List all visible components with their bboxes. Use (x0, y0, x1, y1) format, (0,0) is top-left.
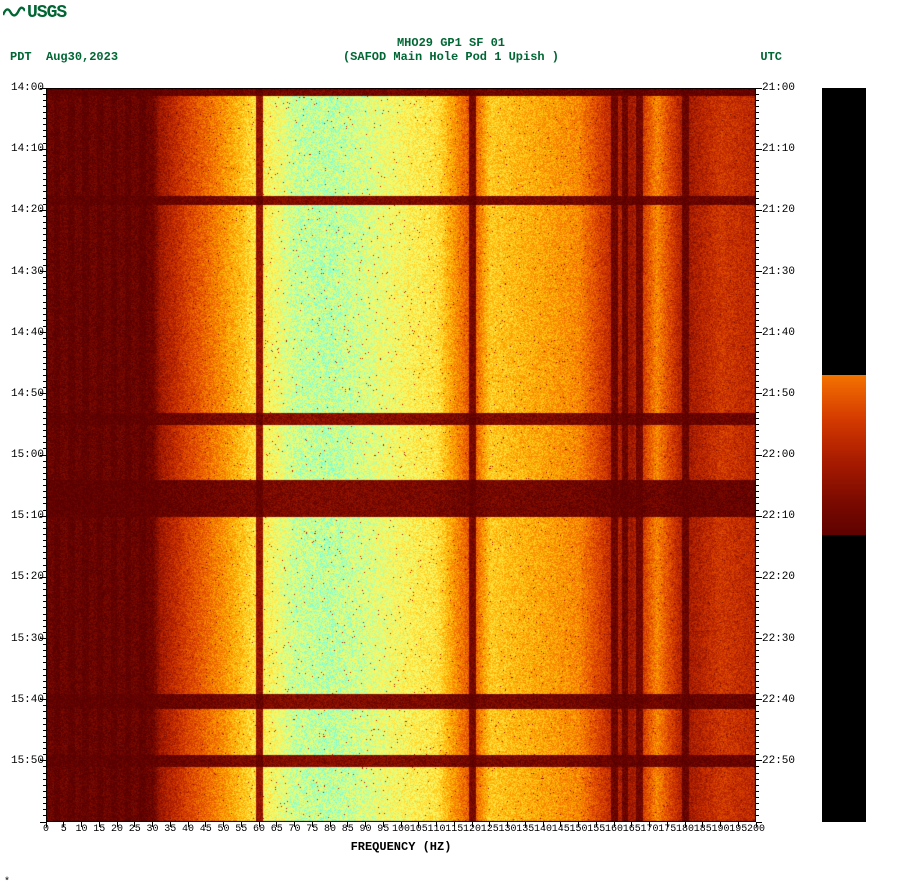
date-label: Aug30,2023 (46, 50, 118, 64)
y-left-tick-label: 15:40 (0, 694, 44, 706)
x-tick-label: 15 (93, 824, 105, 835)
x-tick-label: 100 (392, 824, 410, 835)
x-tick-label: 105 (410, 824, 428, 835)
x-tick-label: 5 (61, 824, 67, 835)
y-left-tick-label: 14:30 (0, 266, 44, 278)
y-right-tick-label: 22:40 (762, 694, 806, 706)
logo-text: USGS (27, 3, 66, 23)
tz-left-label: PDT (10, 50, 32, 64)
x-tick-label: 75 (306, 824, 318, 835)
x-tick-label: 120 (463, 824, 481, 835)
y-left-tick-label: 14:20 (0, 204, 44, 216)
x-tick-label: 150 (569, 824, 587, 835)
x-tick-label: 65 (271, 824, 283, 835)
x-tick-label: 180 (676, 824, 694, 835)
y-left-tick-label: 14:50 (0, 388, 44, 400)
y-right-tick-label: 22:20 (762, 571, 806, 583)
x-tick-label: 85 (342, 824, 354, 835)
y-right-tick-label: 21:40 (762, 327, 806, 339)
y-right-tick-label: 22:10 (762, 510, 806, 522)
y-axis-right: 21:0021:1021:2021:3021:4021:5022:0022:10… (762, 88, 806, 822)
x-tick-label: 40 (182, 824, 194, 835)
colorbar (822, 88, 866, 822)
y-right-tick-label: 21:20 (762, 204, 806, 216)
x-tick-label: 55 (235, 824, 247, 835)
x-tick-label: 95 (377, 824, 389, 835)
x-tick-label: 155 (587, 824, 605, 835)
y-right-tick-label: 21:50 (762, 388, 806, 400)
x-tick-label: 110 (427, 824, 445, 835)
x-tick-label: 70 (288, 824, 300, 835)
x-tick-label: 175 (658, 824, 676, 835)
x-tick-label: 160 (605, 824, 623, 835)
y-left-tick-label: 14:00 (0, 82, 44, 94)
left-timezone-block: PDT Aug30,2023 (10, 50, 118, 64)
x-tick-label: 125 (481, 824, 499, 835)
right-timezone-block: UTC (760, 50, 782, 64)
y-right-tick-label: 21:10 (762, 143, 806, 155)
x-tick-label: 45 (200, 824, 212, 835)
x-tick-label: 10 (75, 824, 87, 835)
x-tick-label: 35 (164, 824, 176, 835)
footer-asterisk: * (4, 877, 10, 888)
x-tick-label: 50 (217, 824, 229, 835)
y-left-tick-label: 15:50 (0, 755, 44, 767)
x-tick-label: 185 (694, 824, 712, 835)
x-tick-label: 130 (498, 824, 516, 835)
usgs-logo: USGS (3, 3, 66, 23)
x-tick-label: 140 (534, 824, 552, 835)
x-tick-label: 30 (146, 824, 158, 835)
x-tick-label: 80 (324, 824, 336, 835)
x-tick-label: 115 (445, 824, 463, 835)
x-tick-label: 200 (747, 824, 765, 835)
y-left-tick-label: 15:00 (0, 449, 44, 461)
y-left-tick-label: 15:20 (0, 571, 44, 583)
y-right-tick-label: 22:50 (762, 755, 806, 767)
x-axis-title: FREQUENCY (HZ) (46, 840, 756, 854)
x-tick-label: 165 (623, 824, 641, 835)
y-left-tick-label: 15:10 (0, 510, 44, 522)
y-left-tick-label: 14:40 (0, 327, 44, 339)
x-tick-label: 135 (516, 824, 534, 835)
x-tick-label: 90 (359, 824, 371, 835)
x-tick-label: 190 (711, 824, 729, 835)
spectrogram-canvas (46, 88, 756, 822)
x-tick-label: 60 (253, 824, 265, 835)
y-right-tick-label: 22:30 (762, 633, 806, 645)
x-tick-label: 25 (129, 824, 141, 835)
y-left-tick-label: 15:30 (0, 633, 44, 645)
x-tick-label: 145 (552, 824, 570, 835)
colorbar-gradient (822, 375, 866, 535)
spectrogram-plot (46, 88, 756, 822)
x-tick-label: 170 (640, 824, 658, 835)
x-axis: 0510152025303540455055606570758085909510… (46, 824, 756, 838)
x-tick-label: 0 (43, 824, 49, 835)
x-tick-label: 20 (111, 824, 123, 835)
x-tick-label: 195 (729, 824, 747, 835)
y-right-tick-label: 21:00 (762, 82, 806, 94)
y-left-tick-label: 14:10 (0, 143, 44, 155)
y-right-tick-label: 22:00 (762, 449, 806, 461)
tz-right-label: UTC (760, 50, 782, 64)
usgs-wave-icon (3, 5, 25, 19)
title-line1: MHO29 GP1 SF 01 (0, 36, 902, 50)
y-right-tick-label: 21:30 (762, 266, 806, 278)
y-axis-left: 14:0014:1014:2014:3014:4014:5015:0015:10… (0, 88, 44, 822)
